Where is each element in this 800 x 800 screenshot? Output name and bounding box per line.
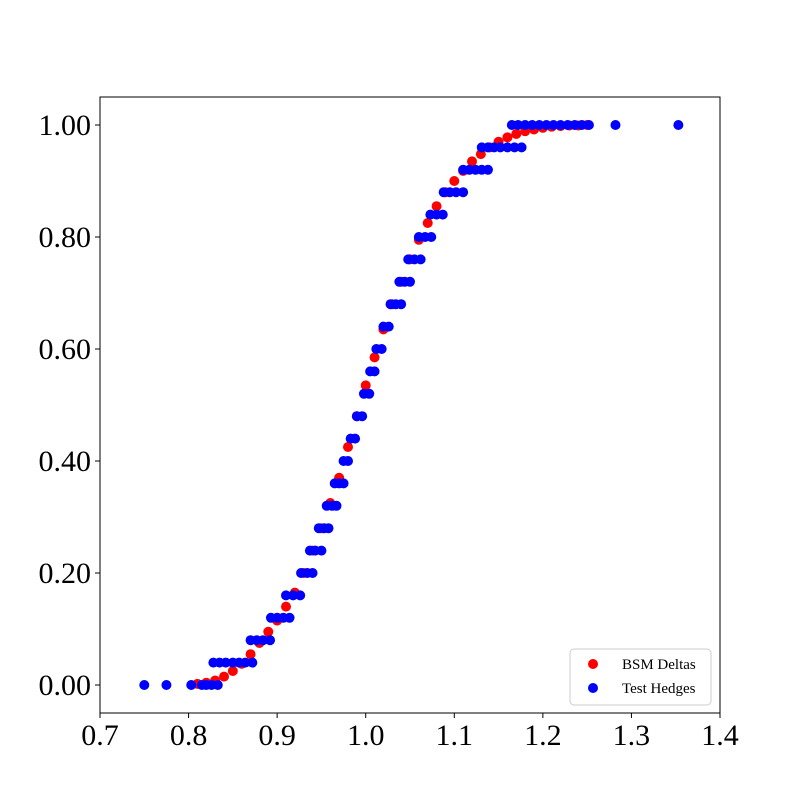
- point-test-hedges: [139, 680, 150, 690]
- point-test-hedges: [426, 232, 437, 242]
- point-test-hedges: [281, 590, 291, 601]
- point-test-hedges: [295, 590, 306, 601]
- point-test-hedges: [583, 120, 594, 130]
- point-bsm-deltas: [511, 128, 522, 139]
- point-test-hedges: [509, 142, 520, 153]
- x-tick-label: 1.1: [436, 719, 474, 752]
- point-test-hedges: [458, 187, 469, 198]
- point-test-hedges: [338, 478, 349, 489]
- point-test-hedges: [516, 142, 527, 153]
- point-test-hedges: [534, 120, 545, 130]
- point-bsm-deltas: [369, 352, 380, 363]
- point-bsm-deltas: [422, 218, 433, 228]
- point-test-hedges: [350, 433, 361, 444]
- point-bsm-deltas: [360, 380, 371, 391]
- point-test-hedges: [323, 523, 334, 534]
- legend: BSM Deltas Test Hedges: [569, 648, 712, 706]
- point-test-hedges: [495, 142, 506, 153]
- y-tick-label: 1.00: [39, 109, 92, 142]
- x-tick-label: 0.8: [170, 719, 208, 752]
- legend-label-bsm-deltas: BSM Deltas: [622, 657, 696, 673]
- point-test-hedges: [482, 164, 493, 175]
- plot-background: [100, 97, 720, 713]
- point-bsm-deltas: [431, 201, 442, 212]
- legend-marker-test-hedges: [588, 683, 598, 693]
- x-tick-label: 1.2: [524, 719, 562, 752]
- point-bsm-deltas: [263, 626, 274, 637]
- point-test-hedges: [569, 120, 580, 130]
- point-bsm-deltas: [449, 176, 460, 186]
- plot-frame: [99, 96, 721, 714]
- point-test-hedges: [343, 456, 353, 466]
- point-test-hedges: [555, 120, 566, 130]
- point-test-hedges: [383, 321, 394, 332]
- point-test-hedges: [415, 254, 426, 265]
- point-test-hedges: [240, 657, 251, 668]
- point-test-hedges: [520, 120, 531, 130]
- point-test-hedges: [396, 299, 407, 310]
- y-tick-label: 0.20: [39, 557, 92, 590]
- point-test-hedges: [316, 545, 327, 556]
- x-tick-label: 1.4: [701, 719, 739, 752]
- point-test-hedges: [284, 612, 295, 623]
- point-test-hedges: [265, 635, 276, 646]
- point-test-hedges: [212, 680, 223, 690]
- point-test-hedges: [405, 276, 415, 287]
- point-test-hedges: [331, 500, 342, 511]
- point-bsm-deltas: [467, 156, 477, 167]
- point-test-hedges: [369, 366, 380, 377]
- point-test-hedges: [307, 568, 318, 578]
- point-test-hedges: [513, 120, 524, 130]
- x-tick-label: 1.0: [347, 719, 385, 752]
- point-test-hedges: [257, 635, 268, 646]
- point-test-hedges: [247, 657, 258, 668]
- point-test-hedges: [562, 120, 573, 130]
- point-bsm-deltas: [245, 649, 256, 660]
- point-test-hedges: [364, 388, 375, 399]
- point-test-hedges: [610, 120, 621, 130]
- y-tick-label: 0.80: [39, 221, 92, 254]
- point-test-hedges: [502, 142, 513, 153]
- legend-marker-bsm-deltas: [588, 659, 598, 669]
- legend-box: [569, 648, 712, 706]
- y-tick-label: 0.60: [39, 333, 92, 366]
- point-bsm-deltas: [219, 671, 229, 682]
- x-axis: 0.7 0.8 0.9 1.0 1.1 1.2 1.3 1.4: [81, 713, 739, 752]
- point-test-hedges: [288, 590, 299, 601]
- point-bsm-deltas: [227, 666, 238, 676]
- point-test-hedges: [527, 120, 538, 130]
- point-bsm-deltas: [343, 442, 353, 452]
- point-bsm-deltas: [281, 601, 291, 612]
- point-test-hedges: [357, 411, 368, 422]
- legend-label-test-hedges: Test Hedges: [622, 681, 696, 697]
- point-test-hedges: [376, 344, 387, 354]
- x-tick-label: 0.7: [81, 719, 119, 752]
- point-bsm-deltas: [502, 132, 513, 143]
- point-test-hedges: [548, 120, 559, 130]
- point-test-hedges: [451, 187, 462, 198]
- x-tick-label: 1.3: [613, 719, 651, 752]
- y-tick-label: 0.40: [39, 445, 92, 478]
- points-layer: [139, 120, 684, 690]
- point-test-hedges: [673, 120, 684, 130]
- y-tick-label: 0.00: [39, 669, 92, 702]
- x-tick-label: 0.9: [258, 719, 296, 752]
- point-test-hedges: [186, 680, 197, 690]
- point-test-hedges: [220, 657, 231, 668]
- point-test-hedges: [576, 120, 587, 130]
- point-test-hedges: [437, 209, 448, 220]
- point-test-hedges: [161, 680, 172, 690]
- y-axis: 0.00 0.20 0.40 0.60 0.80 1.00: [39, 109, 100, 702]
- point-test-hedges: [541, 120, 552, 130]
